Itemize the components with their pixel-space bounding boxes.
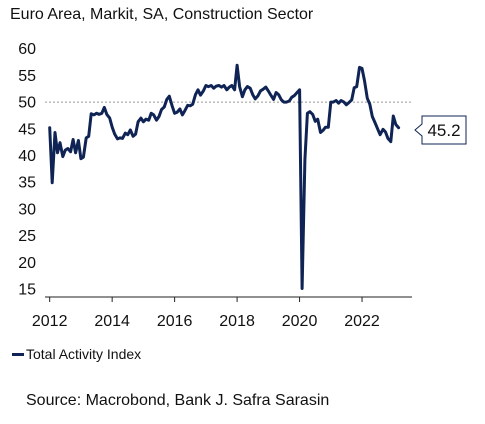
y-tick-label-30: 30 [18, 201, 36, 218]
legend: Total Activity Index [12, 346, 141, 362]
y-tick-label-55: 55 [18, 68, 36, 85]
x-tick-label-2022: 2022 [344, 313, 380, 330]
y-tick-label-35: 35 [18, 175, 36, 192]
series-layer [48, 63, 401, 290]
source-note: Source: Macrobond, Bank J. Safra Sarasin [26, 392, 330, 409]
x-tick-label-2016: 2016 [157, 313, 193, 330]
x-tick-label-2020: 2020 [282, 313, 318, 330]
series-line-total-activity-index [48, 63, 401, 290]
x-axis: 2012 2014 2016 2018 2020 2022 [32, 296, 412, 330]
y-tick-label-50: 50 [18, 95, 36, 112]
y-tick-label-15: 15 [18, 281, 36, 298]
legend-swatch [12, 352, 24, 356]
last-value-callout: 45.2 [414, 115, 467, 145]
y-tick-label-20: 20 [18, 255, 36, 272]
x-tick-label-2018: 2018 [219, 313, 255, 330]
x-tick-label-2014: 2014 [94, 313, 130, 330]
x-tick-label-2012: 2012 [32, 313, 68, 330]
y-tick-label-60: 60 [18, 41, 36, 58]
chart-title: Euro Area, Markit, SA, Construction Sect… [10, 6, 314, 23]
y-tick-label-25: 25 [18, 228, 36, 245]
y-axis: 15 20 25 30 35 40 45 50 55 60 [18, 41, 36, 298]
y-tick-label-40: 40 [18, 148, 36, 165]
y-tick-label-45: 45 [18, 121, 36, 138]
legend-label: Total Activity Index [26, 346, 142, 362]
callout-value: 45.2 [427, 121, 460, 140]
line-chart: 15 20 25 30 35 40 45 50 55 60 2012 2014 2016 2018 202… [18, 41, 467, 330]
callout-box [414, 115, 467, 145]
